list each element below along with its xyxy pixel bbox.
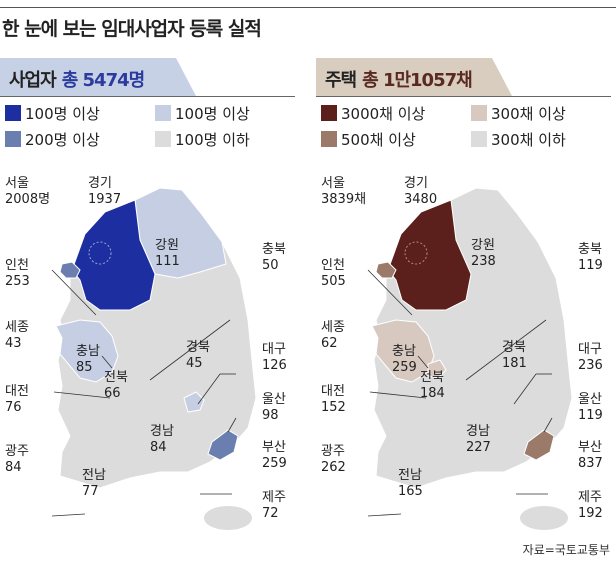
label-seoul: 서울 2008명 [5, 176, 51, 207]
region-incheon [59, 261, 81, 279]
legend-swatch [321, 105, 337, 121]
label-jeju: 제주 72 [262, 490, 286, 521]
label-gwangju: 광주 262 [321, 444, 346, 475]
label-chungbuk: 충북 119 [578, 242, 603, 273]
label-gyeonggi: 경기 1937 [88, 176, 122, 207]
label-jeonbuk: 전북 184 [420, 370, 445, 401]
region-chungnam [371, 319, 435, 383]
label-gyeongbuk: 경북 45 [186, 340, 210, 371]
legend-swatch [155, 131, 171, 147]
label-daegu: 대구 236 [578, 342, 603, 373]
label-jeonbuk: 전북 66 [104, 370, 128, 401]
header-tab-shape [316, 58, 512, 96]
header-total: 총 1만1057채 [362, 70, 473, 91]
legend-label: 100명 이하 [175, 131, 250, 149]
header-label: 사업자 [9, 70, 57, 91]
label-gangwon: 강원 111 [155, 238, 180, 269]
region-chungnam [55, 319, 119, 383]
legend-item: 100명 이상 [155, 104, 250, 124]
label-incheon: 인천 253 [5, 258, 30, 289]
legend-swatch [5, 131, 21, 147]
legend-item: 300채 이상 [471, 104, 566, 124]
label-sejong: 세종 62 [321, 320, 345, 351]
label-busan: 부산 837 [578, 440, 603, 471]
legend-label: 300채 이상 [491, 105, 566, 123]
header-label: 주택 [325, 70, 357, 91]
label-ulsan: 울산 119 [578, 392, 603, 423]
legend-item: 3000채 이상 [321, 104, 425, 124]
legend-item: 100명 이하 [155, 130, 250, 150]
header-tab-shape [0, 58, 196, 96]
page-title: 한 눈에 보는 임대사업자 등록 실적 [2, 18, 262, 40]
label-ulsan: 울산 98 [262, 392, 286, 423]
label-chungbuk: 충북 50 [262, 242, 286, 273]
panel-houses: 주택 총 1만1057채 3000채 이상 300채 이상 500채 이상 300… [316, 58, 616, 538]
header-text: 사업자 총 5474명 [9, 66, 145, 92]
legend-label: 100명 이상 [25, 105, 100, 123]
region-daejeon [427, 359, 447, 379]
leader-lines [51, 269, 237, 517]
label-gyeongnam: 경남 84 [150, 424, 174, 455]
region-jeju [204, 506, 252, 530]
legend-label: 3000채 이상 [341, 105, 426, 123]
legend: 3000채 이상 300채 이상 500채 이상 300채 이하 [321, 104, 611, 156]
region-jeju [520, 506, 568, 530]
label-jeju: 제주 192 [578, 490, 603, 521]
label-chungnam: 충남 85 [76, 344, 100, 375]
legend-label: 500채 이상 [341, 131, 416, 149]
top-rule [0, 7, 616, 8]
region-seoul [88, 241, 112, 265]
region-busan [523, 429, 555, 461]
leader-lines [367, 269, 553, 517]
legend-swatch [471, 131, 487, 147]
header-text: 주택 총 1만1057채 [325, 66, 473, 92]
label-gangwon: 강원 238 [471, 238, 496, 269]
legend-swatch [321, 131, 337, 147]
label-chungnam: 충남 259 [392, 344, 417, 375]
region-seoul [404, 241, 428, 265]
label-seoul: 서울 3839채 [321, 176, 367, 207]
legend-item: 200명 이상 [5, 130, 100, 150]
panel-businesses: 사업자 총 5474명 100명 이상 100명 이상 200명 이상 100명 … [0, 58, 300, 538]
label-jeonnam: 전남 165 [398, 468, 423, 499]
label-daegu: 대구 126 [262, 342, 287, 373]
legend-label: 100명 이상 [175, 105, 250, 123]
panel-header: 사업자 총 5474명 [0, 58, 295, 97]
label-incheon: 인천 505 [321, 258, 346, 289]
label-daejeon: 대전 152 [321, 384, 346, 415]
region-gyeonggi [71, 199, 156, 311]
legend-item: 500채 이상 [321, 130, 416, 150]
label-daejeon: 대전 76 [5, 384, 29, 415]
legend-item: 300채 이하 [471, 130, 566, 150]
label-gyeongnam: 경남 227 [466, 424, 491, 455]
korea-map [367, 187, 573, 530]
header-total: 총 5474명 [61, 70, 145, 91]
source-note: 자료=국토교통부 [522, 543, 610, 557]
label-gyeonggi: 경기 3480 [404, 176, 438, 207]
legend-item: 100명 이상 [5, 104, 100, 124]
label-gwangju: 광주 84 [5, 444, 29, 475]
legend-swatch [471, 105, 487, 121]
label-jeonnam: 전남 77 [82, 468, 106, 499]
label-busan: 부산 259 [262, 440, 287, 471]
region-daegu [183, 391, 205, 413]
legend-swatch [5, 105, 21, 121]
region-incheon [375, 261, 397, 279]
legend-label: 300채 이하 [491, 131, 566, 149]
region-gyeonggi [387, 199, 472, 311]
legend-swatch [155, 105, 171, 121]
region-busan [207, 429, 239, 461]
legend: 100명 이상 100명 이상 200명 이상 100명 이하 [5, 104, 295, 156]
panel-header: 주택 총 1만1057채 [316, 58, 611, 97]
label-gyeongbuk: 경북 181 [502, 340, 527, 371]
legend-label: 200명 이상 [25, 131, 100, 149]
korea-map [51, 187, 257, 530]
label-sejong: 세종 43 [5, 320, 29, 351]
